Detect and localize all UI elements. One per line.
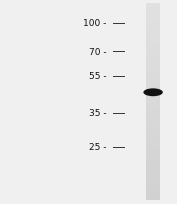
Text: 55 -: 55 - [88,72,106,81]
Text: 35 -: 35 - [88,109,106,118]
Text: 25 -: 25 - [89,142,106,151]
Text: 70 -: 70 - [88,48,106,57]
Text: 100 -: 100 - [83,19,106,28]
Ellipse shape [143,89,163,97]
